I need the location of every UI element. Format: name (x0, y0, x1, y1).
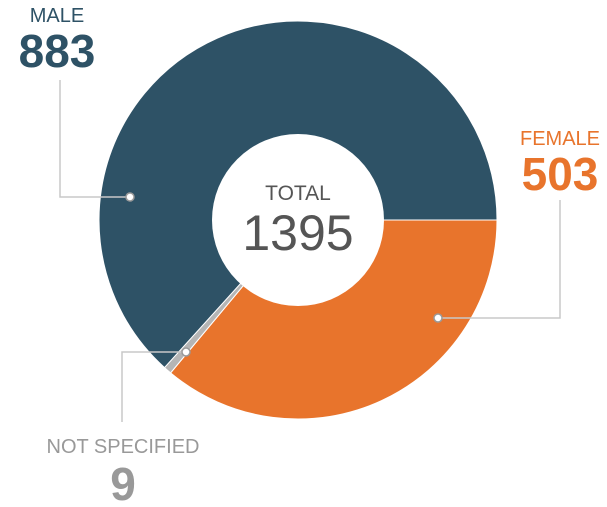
leader-dot (181, 347, 191, 357)
data-label: 503 (522, 148, 599, 200)
data-label: 9 (110, 458, 136, 502)
total-label: TOTAL (265, 182, 331, 205)
legend-label: FEMALE (520, 128, 600, 150)
leader-dot (433, 313, 443, 323)
data-label: 883 (19, 25, 96, 77)
leader-line (438, 200, 561, 319)
leader-line (121, 351, 186, 422)
total-value: 1395 (242, 205, 353, 261)
donut-hole (212, 134, 384, 306)
leader-line (59, 80, 130, 198)
legend-label: MALE (30, 5, 84, 27)
leader-dot (125, 192, 135, 202)
legend-label: NOT SPECIFIED (47, 436, 200, 458)
